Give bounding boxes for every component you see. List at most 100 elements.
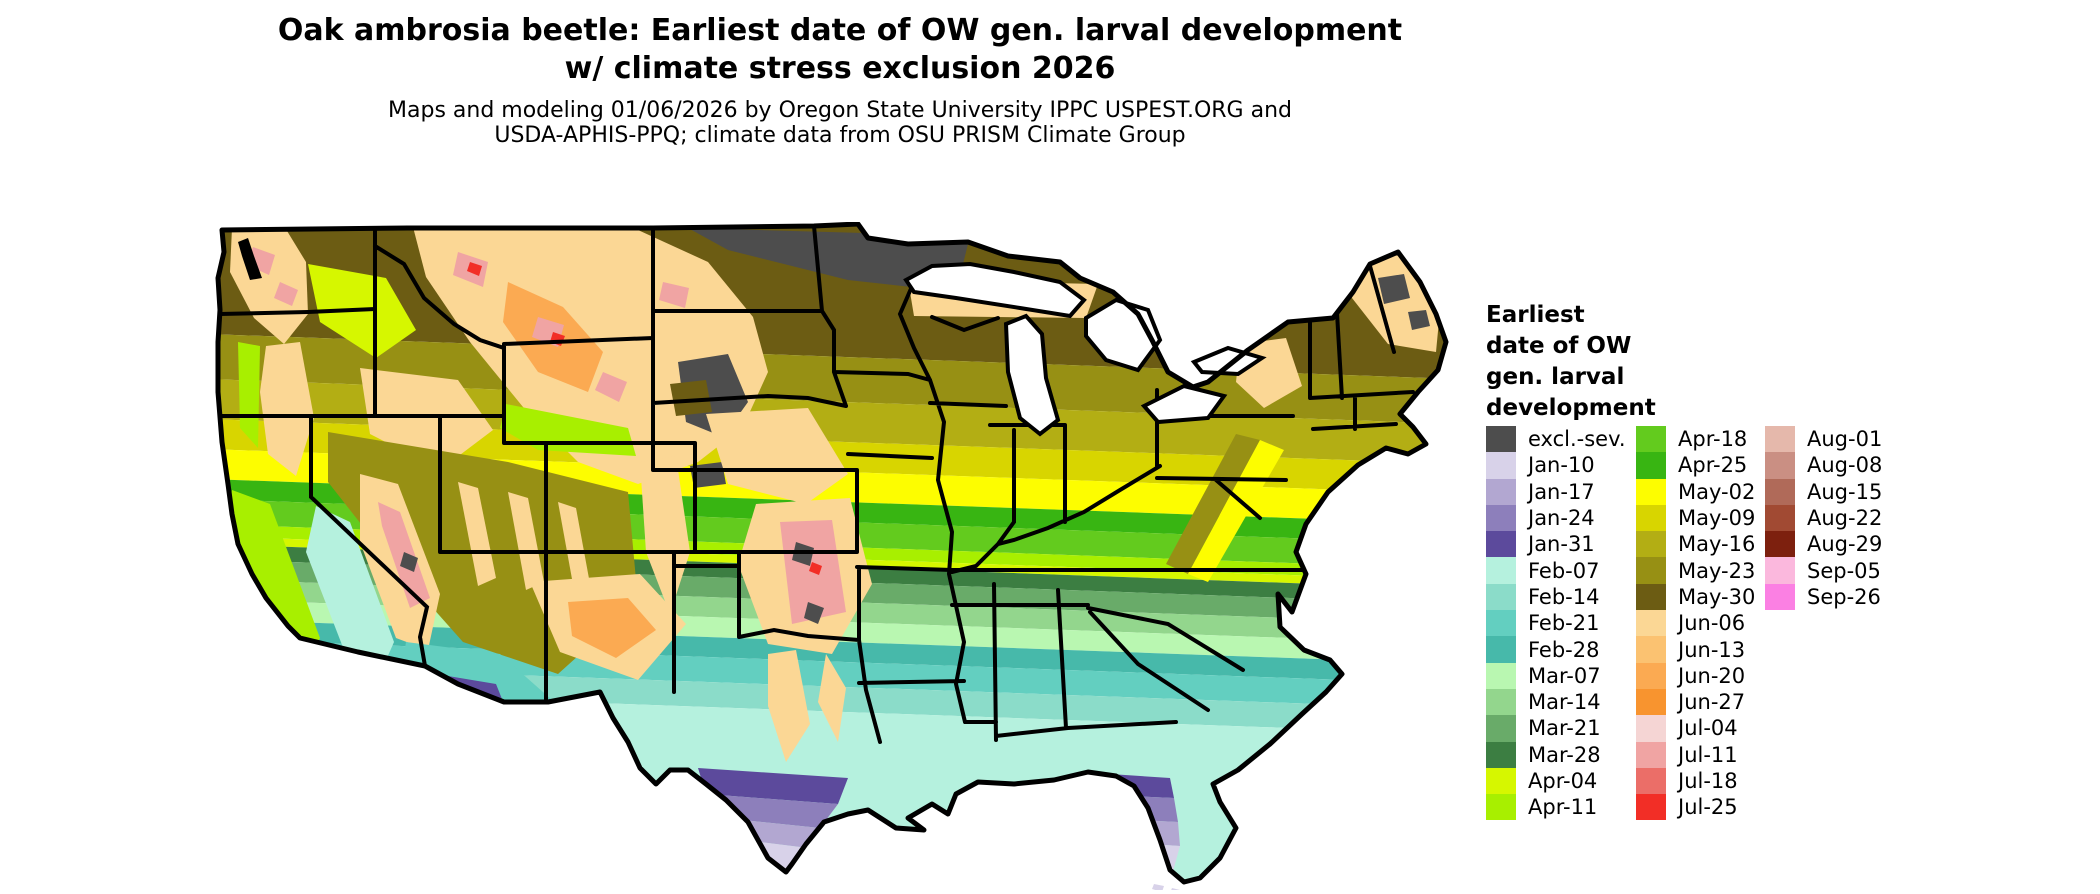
legend-entry-Aug-01: Aug-01: [1765, 426, 1883, 453]
legend-entry-excl.-sev.: excl.-sev.: [1486, 426, 1626, 453]
legend-label: Jun-06: [1678, 611, 1746, 636]
legend-entry-Aug-29: Aug-29: [1765, 531, 1883, 558]
legend-swatch-Jan-24: [1486, 504, 1516, 532]
legend-entry-Jul-25: Jul-25: [1636, 794, 1755, 821]
legend-label: May-23: [1678, 558, 1756, 583]
legend-label: Apr-04: [1528, 769, 1598, 793]
legend-label: Mar-14: [1528, 690, 1601, 715]
map-region-Jul-11: [274, 282, 298, 306]
legend-entry-Apr-04: Apr-04: [1486, 767, 1626, 795]
legend-swatch-Jan-10: [1486, 452, 1516, 479]
map-region-Jun-06: [818, 654, 846, 742]
map-region-Jun-06: [640, 456, 690, 614]
legend-label: Jul-04: [1678, 716, 1738, 741]
legend-swatch-Feb-07: [1486, 557, 1516, 584]
legend-column-2: Apr-18 Apr-25 May-02 May-09 May-16 May-23 May-…: [1636, 426, 1756, 821]
legend-swatch-May-16: [1636, 531, 1666, 558]
us-outline: [215, 221, 1449, 885]
legend-swatch-Feb-28: [1486, 636, 1516, 663]
map-region-Apr-11: [238, 342, 260, 448]
legend-entry-Mar-21: Mar-21: [1486, 715, 1626, 742]
map-region-excl.-sev.: [1378, 274, 1410, 304]
legend-label: Jun-13: [1678, 637, 1746, 662]
legend-swatch-Jul-04: [1636, 715, 1666, 742]
legend-label: Aug-22: [1807, 506, 1883, 531]
legend-label: May-09: [1678, 506, 1756, 531]
page-title-line2: w/ climate stress exclusion 2026: [564, 51, 1116, 86]
legend-label: Aug-29: [1807, 532, 1883, 557]
legend-swatch-May-30: [1636, 583, 1666, 611]
legend-entry-Feb-07: Feb-07: [1486, 557, 1626, 584]
legend-entry-Jan-24: Jan-24: [1486, 504, 1626, 532]
legend-label: Jan-24: [1528, 506, 1595, 531]
map-region-Jun-06: [260, 342, 314, 476]
legend-swatch-Sep-26: [1765, 583, 1795, 611]
legend-entry-Jan-17: Jan-17: [1486, 478, 1626, 505]
legend-entry-Sep-05: Sep-05: [1765, 557, 1882, 584]
legend-entry-Aug-15: Aug-15: [1765, 478, 1882, 505]
legend-swatch-Jun-06: [1636, 610, 1666, 637]
legend-label: Jan-10: [1528, 453, 1595, 478]
legend-swatch-Jan-31: [1486, 531, 1516, 558]
legend-label: Jul-25: [1678, 795, 1738, 820]
legend-entry-May-09: May-09: [1636, 504, 1756, 532]
page-title-line1: Oak ambrosia beetle: Earliest date of OW…: [277, 13, 1403, 48]
legend-swatch-excl.-sev.: [1486, 426, 1516, 453]
legend-entry-Feb-28: Feb-28: [1486, 636, 1626, 663]
state-borders: [218, 224, 1415, 744]
legend-label: Aug-01: [1807, 427, 1883, 452]
legend-title-line: gen. larval: [1486, 364, 1625, 390]
legend-swatch-May-09: [1636, 504, 1666, 532]
title-block: Oak ambrosia beetle: Earliest date of OW…: [160, 12, 1520, 148]
legend-entry-May-02: May-02: [1636, 478, 1755, 505]
map-region-Feb-07: [306, 506, 394, 674]
legend-entry-Jul-04: Jul-04: [1636, 715, 1755, 742]
legend-entry-Jun-13: Jun-13: [1636, 636, 1755, 663]
map-region-Jul-25: [467, 262, 482, 276]
lake-erie: [1140, 383, 1228, 425]
legend-column-3: Aug-01 Aug-08 Aug-15 Aug-22 Aug-29 Sep-05 Sep-…: [1765, 426, 1883, 611]
legend-label: Apr-18: [1678, 427, 1748, 452]
legend-swatch-Mar-07: [1486, 662, 1516, 689]
map-region-Jan-10: [1120, 842, 1180, 882]
legend-label: Apr-25: [1678, 453, 1748, 478]
map-region-Jan-17: [1098, 818, 1180, 846]
legend-label: Feb-28: [1528, 637, 1600, 662]
legend-swatch-Apr-18: [1636, 426, 1666, 453]
legend-title-line: development: [1486, 395, 1656, 421]
legend-swatch-Jun-20: [1636, 662, 1666, 689]
legend-swatch-Jul-18: [1636, 767, 1666, 795]
subtitle-block: Maps and modeling 01/06/2026 by Oregon S…: [160, 98, 1520, 148]
legend-entry-May-23: May-23: [1636, 557, 1756, 584]
legend-title-line: Earliest: [1486, 302, 1585, 328]
map-region-Jul-11: [659, 282, 689, 308]
legend-entry-Jan-10: Jan-10: [1486, 452, 1626, 479]
map-region-excl.-sev.: [400, 552, 418, 572]
legend-label: Mar-21: [1528, 716, 1601, 741]
legend-label: Feb-21: [1528, 611, 1600, 636]
legend-label: Mar-28: [1528, 742, 1601, 767]
legend-label: Sep-05: [1807, 558, 1881, 583]
legend-entry-Apr-25: Apr-25: [1636, 452, 1755, 479]
legend-label: May-30: [1678, 584, 1756, 609]
legend-swatch-Apr-04: [1486, 767, 1516, 795]
lake-superior: [903, 261, 1087, 319]
legend-swatch-Jul-11: [1636, 741, 1666, 768]
legend-swatch-Sep-05: [1765, 557, 1795, 584]
legend-label: Jul-11: [1678, 742, 1738, 767]
subtitle-line1: Maps and modeling 01/06/2026 by Oregon S…: [388, 98, 1292, 123]
us-map: [208, 221, 1456, 894]
map-region-Jun-06: [768, 650, 810, 762]
legend-entry-Apr-11: Apr-11: [1486, 794, 1626, 821]
legend-entry-Mar-07: Mar-07: [1486, 662, 1626, 689]
legend-label: excl.-sev.: [1528, 427, 1626, 452]
legend-entry-Aug-22: Aug-22: [1765, 504, 1883, 532]
map-region-excl.-sev.: [1408, 310, 1430, 330]
legend-entry-Mar-28: Mar-28: [1486, 741, 1626, 768]
legend-entry-Aug-08: Aug-08: [1765, 452, 1882, 479]
puget-sound: [238, 238, 262, 280]
legend-entry-Mar-14: Mar-14: [1486, 688, 1626, 716]
legend-entry-Jul-18: Jul-18: [1636, 767, 1755, 795]
legend-label: Feb-07: [1528, 558, 1600, 583]
map-region-Jun-06: [458, 482, 496, 586]
